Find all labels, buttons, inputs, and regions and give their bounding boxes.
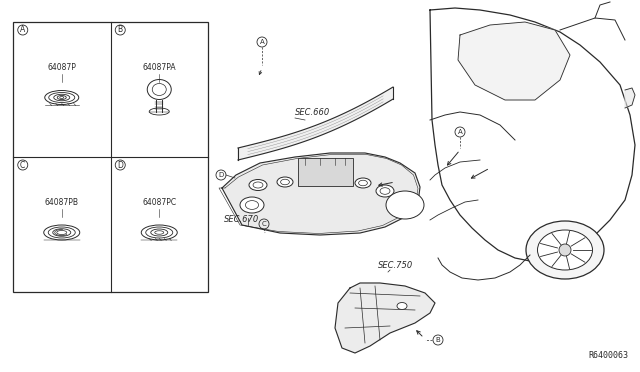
Text: 64087PB: 64087PB <box>45 198 79 207</box>
Text: R6400063: R6400063 <box>588 351 628 360</box>
Text: C: C <box>20 160 26 170</box>
Ellipse shape <box>538 230 593 270</box>
Ellipse shape <box>240 197 264 213</box>
Bar <box>13 22 208 292</box>
Text: B: B <box>436 337 440 343</box>
Circle shape <box>559 244 571 256</box>
Text: A: A <box>458 129 462 135</box>
Polygon shape <box>625 88 635 108</box>
Text: A: A <box>20 26 26 35</box>
Text: 64087PC: 64087PC <box>142 198 176 207</box>
Ellipse shape <box>355 178 371 188</box>
Text: SEC.670: SEC.670 <box>224 215 259 224</box>
Ellipse shape <box>397 302 407 310</box>
Text: B: B <box>118 26 123 35</box>
Text: SEC.660: SEC.660 <box>295 108 330 117</box>
Ellipse shape <box>277 177 293 187</box>
Text: A: A <box>260 39 264 45</box>
Ellipse shape <box>306 174 324 186</box>
Polygon shape <box>335 283 435 353</box>
Text: 64087PA: 64087PA <box>143 63 176 72</box>
Polygon shape <box>458 22 570 100</box>
Ellipse shape <box>333 176 347 185</box>
Ellipse shape <box>386 191 424 219</box>
Text: 64087P: 64087P <box>47 63 76 72</box>
Ellipse shape <box>526 221 604 279</box>
Text: D: D <box>218 172 223 178</box>
Polygon shape <box>222 153 420 235</box>
Text: C: C <box>262 221 266 227</box>
Ellipse shape <box>249 180 267 190</box>
Text: D: D <box>117 160 123 170</box>
Bar <box>298 158 353 186</box>
Text: SEC.750: SEC.750 <box>378 261 413 270</box>
Polygon shape <box>238 87 393 160</box>
Ellipse shape <box>376 185 394 197</box>
